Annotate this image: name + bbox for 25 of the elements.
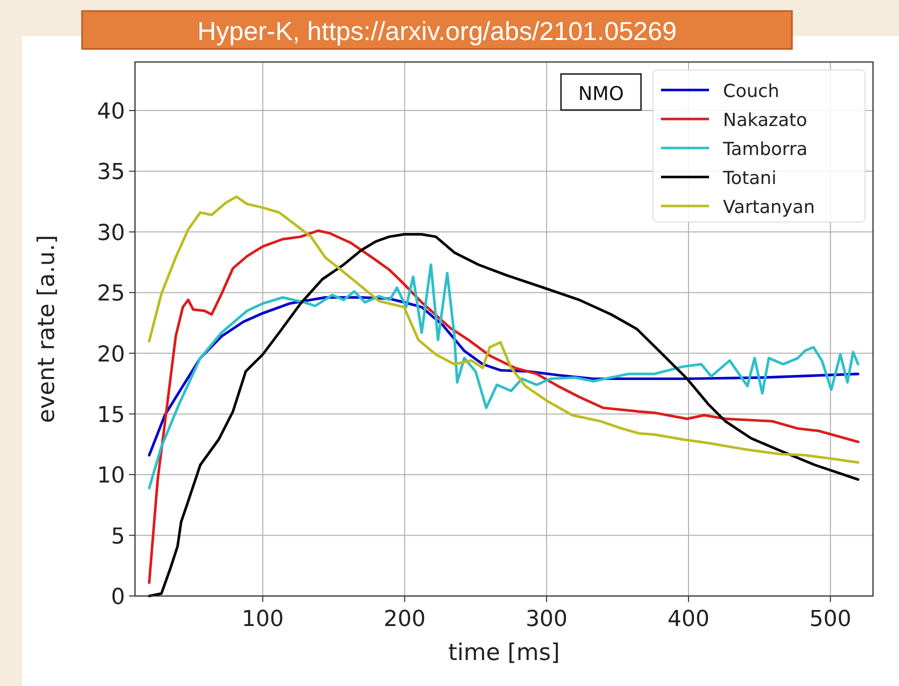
text: Hyper-K, https://arxiv.org/abs/2101.05269 <box>197 16 677 46</box>
x-axis-title: time [ms] <box>448 640 560 666</box>
line-series <box>148 195 860 464</box>
line-series <box>148 263 860 490</box>
legend-label: Totani <box>722 168 776 189</box>
annotation: NMO <box>578 83 624 105</box>
x-tick-label: 400 <box>668 607 710 632</box>
x-tick-label: 200 <box>384 607 426 632</box>
x-tick-label: 500 <box>809 607 852 632</box>
legend-label: Tamborra <box>722 139 808 160</box>
y-tick-label: 35 <box>97 160 125 186</box>
y-tick-label: 15 <box>97 402 125 428</box>
y-tick-label: 40 <box>97 100 125 125</box>
y-tick-label: 5 <box>111 524 125 550</box>
x-tick-label: 100 <box>242 607 284 632</box>
y-tick-label: 10 <box>97 464 125 489</box>
y-tick-label: 25 <box>97 282 125 307</box>
legend-label: Couch <box>723 81 780 102</box>
legend-label: Vartanyan <box>723 197 815 218</box>
legend-label: Nakazato <box>723 110 808 131</box>
y-tick-label: 30 <box>97 220 125 246</box>
y-tick-label: 20 <box>97 342 125 368</box>
y-tick-label: 0 <box>111 585 125 610</box>
y-axis-title: event rate [a.u.] <box>34 234 60 424</box>
x-tick-label: 300 <box>526 607 568 632</box>
